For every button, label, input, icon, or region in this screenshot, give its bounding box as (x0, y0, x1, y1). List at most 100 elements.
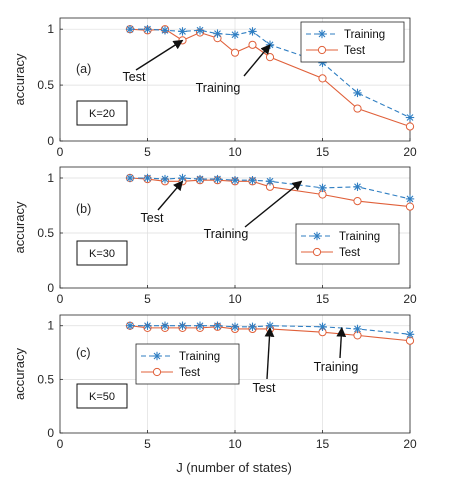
legend-entry-label: Training (344, 29, 385, 41)
training-point (248, 322, 257, 331)
test-point (353, 197, 362, 206)
training-point (405, 194, 415, 204)
training-point (230, 176, 240, 185)
training-point (125, 321, 135, 330)
test-point (265, 53, 275, 62)
training-point (160, 321, 170, 330)
training-point (195, 26, 205, 35)
test-point (353, 104, 362, 113)
training-point (405, 113, 415, 122)
training-point (125, 24, 135, 34)
legend-entry-label: Training (179, 351, 220, 363)
y-axis-title: accuracy (12, 347, 27, 400)
annotation-label: Test (141, 211, 164, 225)
training-point (143, 321, 152, 330)
y-tick-label: 0.5 (37, 372, 54, 386)
y-tick-label: 1 (47, 22, 54, 36)
legend-swatch-marker (312, 247, 322, 257)
test-point (318, 74, 327, 83)
training-point (318, 183, 327, 193)
legend-swatch-marker (152, 351, 162, 361)
y-tick-label: 0.5 (37, 78, 54, 92)
x-tick-label: 10 (228, 437, 242, 451)
training-point (248, 27, 257, 36)
training-point (213, 321, 222, 330)
legend: Training Test (295, 223, 400, 265)
training-point (143, 173, 152, 183)
k-value-label: K=30 (89, 248, 115, 260)
training-point (195, 174, 205, 184)
legend-swatch-marker (317, 29, 327, 39)
x-tick-label: 5 (144, 145, 151, 159)
training-point (143, 24, 152, 34)
annotation-label: Test (123, 70, 146, 84)
k-value-label: K=20 (89, 108, 115, 120)
x-tick-label: 0 (57, 145, 64, 159)
training-point (353, 182, 362, 191)
x-tick-label: 0 (57, 292, 64, 306)
training-point (213, 174, 222, 184)
annotation-arrow (135, 39, 184, 71)
panel-tag: (c) (76, 346, 91, 360)
legend-entry-label: Test (339, 247, 361, 259)
training-point (230, 30, 240, 39)
y-axis-title: accuracy (12, 53, 27, 106)
chart-panel-3: 0 5 10 15 20 0 0.5 1 accuracy Test Training (c) K=50… (12, 314, 417, 451)
training-point (353, 88, 362, 98)
x-tick-label: 0 (57, 437, 64, 451)
annotation-arrow (157, 180, 184, 211)
x-axis-title: J (number of states) (176, 460, 292, 475)
legend-entry-label: Test (344, 45, 366, 57)
chart-panel-2: 0 5 10 15 20 0 0.5 1 accuracy Test Training (b) K=30… (12, 166, 417, 306)
y-tick-label: 1 (47, 171, 54, 185)
y-tick-label: 0 (47, 281, 54, 295)
legend-swatch-marker (317, 45, 327, 55)
legend-swatch-marker (152, 367, 162, 377)
legend-entry-label: Training (339, 231, 380, 243)
legend: Training Test (135, 343, 240, 385)
y-tick-label: 1 (47, 319, 54, 333)
x-tick-label: 5 (144, 437, 151, 451)
annotation-arrow (244, 180, 303, 228)
training-point (178, 173, 187, 183)
annotation-label: Training (196, 81, 241, 95)
x-tick-label: 20 (403, 145, 417, 159)
annotation-label: Training (314, 360, 359, 374)
y-tick-label: 0 (47, 426, 54, 440)
test-point (248, 40, 257, 49)
legend: Training Test (300, 21, 405, 63)
test-point (230, 48, 240, 57)
training-point (405, 330, 415, 339)
annotation-arrow (264, 326, 275, 380)
training-point (353, 324, 362, 334)
annotation-arrow (336, 326, 347, 359)
legend-swatch-marker (312, 231, 322, 241)
training-point (160, 174, 170, 184)
training-point (213, 29, 222, 38)
y-axis-title: accuracy (12, 201, 27, 254)
training-point (125, 173, 135, 183)
training-point (318, 322, 327, 331)
training-point (248, 176, 257, 185)
training-point (230, 322, 240, 331)
k-value-box: K=20 (76, 100, 128, 126)
training-point (195, 321, 205, 330)
y-tick-label: 0.5 (37, 226, 54, 240)
chart-panel-1: 0 5 10 15 20 0 0.5 1 accuracy Test Training (a) K=20… (12, 17, 417, 159)
training-point (178, 321, 187, 330)
x-tick-label: 15 (316, 145, 330, 159)
training-point (265, 177, 275, 186)
annotation-label: Test (253, 381, 276, 395)
x-tick-label: 5 (144, 292, 151, 306)
training-point (178, 27, 187, 36)
x-tick-label: 20 (403, 292, 417, 306)
x-tick-label: 15 (316, 292, 330, 306)
k-value-label: K=50 (89, 391, 115, 403)
annotation-label: Training (204, 227, 249, 241)
x-tick-label: 15 (316, 437, 330, 451)
panel-tag: (a) (76, 62, 91, 76)
panel-tag: (b) (76, 202, 91, 216)
annotation-arrow (243, 44, 271, 77)
k-value-box: K=50 (76, 383, 128, 409)
